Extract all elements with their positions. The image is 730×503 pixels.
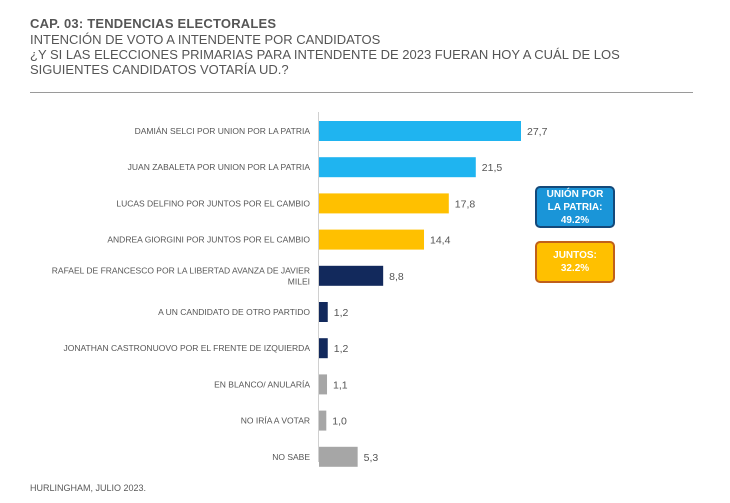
header-divider (30, 92, 693, 93)
value-label: 1,2 (334, 307, 349, 319)
bar (319, 193, 449, 214)
category-label: EN BLANCO/ ANULARÍA (214, 379, 310, 389)
juntos-callout-value: 32.2% (560, 263, 590, 274)
value-label: 5,3 (364, 452, 379, 464)
chart-question-line-2: SIGUIENTES CANDIDATOS VOTARÍA UD.? (30, 62, 289, 77)
value-label: 1,0 (332, 416, 347, 428)
footer-note: HURLINGHAM, JULIO 2023. (30, 483, 147, 493)
value-label: 27,7 (527, 126, 548, 138)
category-label: DAMIÁN SELCI POR UNION POR LA PATRIA (135, 126, 311, 136)
value-label: 1,2 (334, 343, 349, 355)
bar (319, 302, 328, 322)
value-label: 17,8 (455, 198, 476, 210)
value-label: 21,5 (482, 162, 503, 174)
juntos-callout: JUNTOS: 32.2% (535, 241, 615, 283)
category-label: RAFAEL DE FRANCESCO POR LA LIBERTAD AVAN… (52, 265, 310, 286)
category-label: LUCAS DELFINO POR JUNTOS POR EL CAMBIO (116, 198, 310, 208)
union-callout-line-1: UNIÓN POR (546, 188, 604, 200)
chart-question-line-1: ¿Y SI LAS ELECCIONES PRIMARIAS PARA INTE… (30, 47, 620, 62)
bar (319, 265, 384, 286)
bar (319, 374, 328, 395)
chart-header: CAP. 03: TENDENCIAS ELECTORALES INTENCIÓ… (30, 16, 700, 77)
bar (319, 121, 521, 141)
bar (319, 229, 425, 250)
value-label: 14,4 (430, 235, 451, 247)
category-label: JUAN ZABALETA POR UNION POR LA PATRIA (128, 162, 311, 172)
bar (319, 338, 328, 359)
category-label: NO SABE (272, 452, 310, 462)
chart-subtitle: INTENCIÓN DE VOTO A INTENDENTE POR CANDI… (30, 32, 381, 47)
bars-group: 27,7 DAMIÁN SELCI POR UNION POR LA PATRIA… (52, 121, 548, 467)
bar (319, 157, 476, 178)
category-label: ANDREA GIORGINI POR JUNTOS POR EL CAMBIO (107, 235, 310, 245)
category-label: JONATHAN CASTRONUOVO POR EL FRENTE DE IZ… (63, 343, 310, 353)
bar (319, 410, 327, 431)
category-label: NO IRÍA A VOTAR (241, 416, 310, 426)
union-callout-value: 49.2% (560, 214, 590, 226)
value-label: 1,1 (333, 379, 348, 391)
union-callout-line-2: LA PATRIA: (547, 201, 603, 213)
juntos-callout-line-1: JUNTOS: (553, 250, 597, 261)
bar (319, 446, 358, 467)
chart-title: CAP. 03: TENDENCIAS ELECTORALES (30, 16, 277, 31)
value-label: 8,8 (389, 271, 404, 283)
category-label: A UN CANDIDATO DE OTRO PARTIDO (158, 307, 310, 317)
union-por-la-patria-callout: UNIÓN POR LA PATRIA: 49.2% (535, 186, 615, 228)
